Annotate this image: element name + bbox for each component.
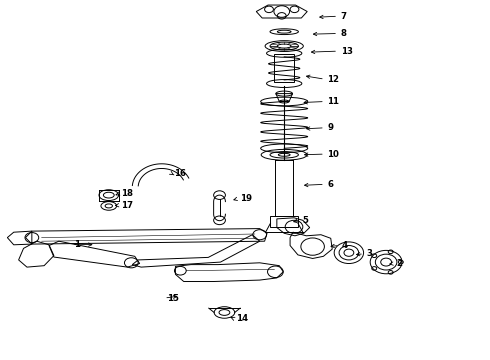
- Text: 10: 10: [327, 150, 339, 158]
- Text: 17: 17: [122, 201, 134, 210]
- Text: 18: 18: [122, 189, 133, 198]
- Text: 9: 9: [327, 123, 333, 132]
- Text: 5: 5: [303, 216, 309, 225]
- Text: 1: 1: [74, 240, 80, 248]
- Bar: [274, 54, 294, 82]
- Text: 16: 16: [174, 169, 186, 178]
- Text: 15: 15: [167, 294, 178, 302]
- Text: 2: 2: [396, 259, 402, 268]
- Text: 6: 6: [327, 180, 333, 189]
- Text: 4: 4: [342, 241, 348, 250]
- Text: 13: 13: [341, 46, 352, 55]
- Text: 11: 11: [327, 97, 339, 106]
- Text: 8: 8: [341, 29, 346, 38]
- Text: 12: 12: [327, 75, 339, 84]
- Text: 7: 7: [341, 12, 346, 21]
- Text: 19: 19: [240, 194, 252, 203]
- Text: 14: 14: [236, 314, 248, 323]
- Text: 3: 3: [367, 249, 372, 258]
